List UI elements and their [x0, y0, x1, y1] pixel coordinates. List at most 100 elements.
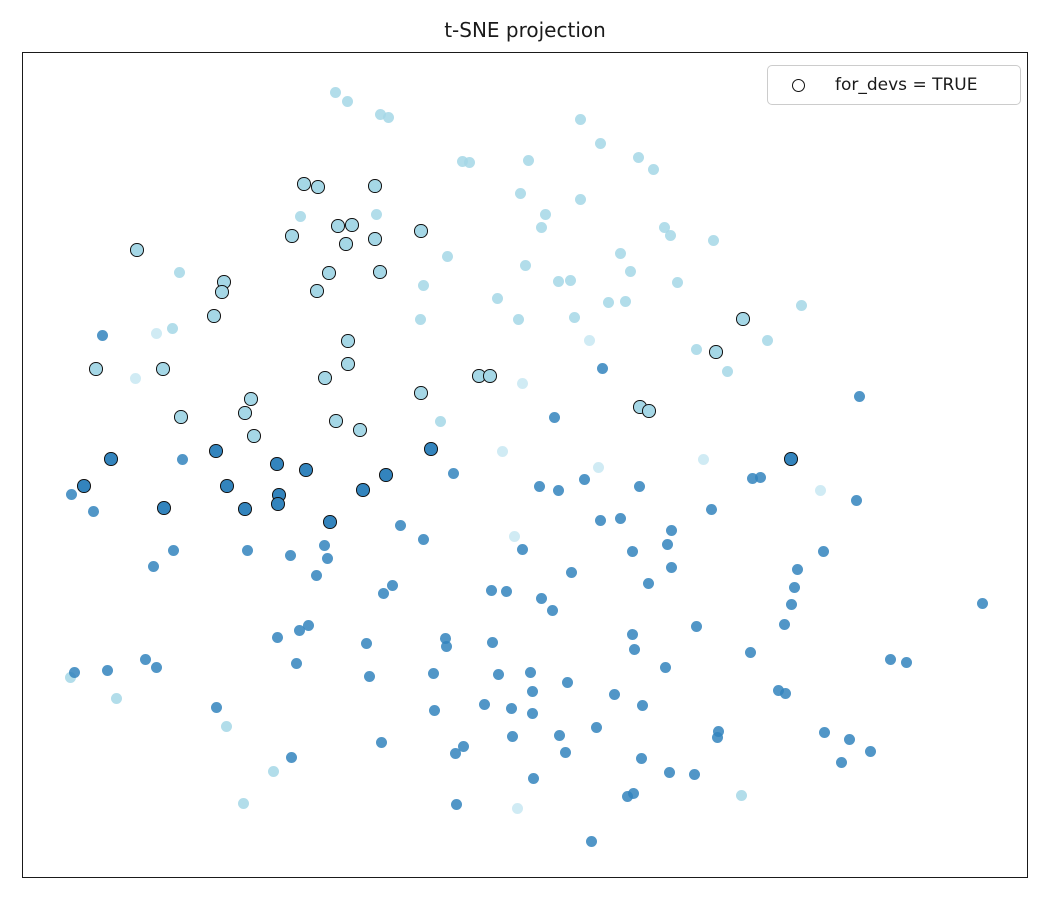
- scatter-point: [130, 243, 144, 257]
- scatter-point: [636, 699, 648, 711]
- scatter-point: [456, 155, 468, 167]
- scatter-point: [535, 592, 547, 604]
- scatter-point: [516, 543, 528, 555]
- scatter-point: [486, 636, 498, 648]
- scatter-point: [447, 467, 459, 479]
- scatter-point: [506, 730, 518, 742]
- scatter-point: [853, 390, 865, 402]
- scatter-point: [417, 533, 429, 545]
- scatter-point: [299, 463, 313, 477]
- scatter-point: [647, 163, 659, 175]
- scatter-point: [511, 802, 523, 814]
- scatter-point: [608, 688, 620, 700]
- scatter-point: [663, 766, 675, 778]
- scatter-point: [318, 371, 332, 385]
- scatter-point: [427, 667, 439, 679]
- legend: for_devs = TRUE: [767, 65, 1021, 105]
- scatter-point: [754, 471, 766, 483]
- scatter-point: [709, 345, 723, 359]
- scatter-point: [321, 552, 333, 564]
- scatter-point: [174, 410, 188, 424]
- scatter-point: [220, 720, 232, 732]
- scatter-point: [323, 515, 337, 529]
- scatter-point: [363, 670, 375, 682]
- scatter-point: [329, 86, 341, 98]
- scatter-point: [559, 746, 571, 758]
- scatter-point: [548, 411, 560, 423]
- scatter-point: [294, 210, 306, 222]
- scatter-point: [574, 193, 586, 205]
- scatter-point: [157, 501, 171, 515]
- scatter-point: [368, 232, 382, 246]
- scatter-point: [310, 284, 324, 298]
- scatter-point: [129, 372, 141, 384]
- scatter-point: [356, 483, 370, 497]
- scatter-point: [632, 151, 644, 163]
- scatter-point: [635, 752, 647, 764]
- scatter-point: [817, 545, 829, 557]
- scatter-point: [664, 229, 676, 241]
- scatter-point: [77, 479, 91, 493]
- scatter-point: [414, 386, 428, 400]
- scatter-point: [101, 664, 113, 676]
- scatter-point: [156, 362, 170, 376]
- scatter-point: [491, 292, 503, 304]
- scatter-point: [519, 259, 531, 271]
- scatter-point: [788, 581, 800, 593]
- scatter-point: [87, 505, 99, 517]
- scatter-point: [628, 643, 640, 655]
- scatter-point: [310, 569, 322, 581]
- scatter-point: [552, 275, 564, 287]
- scatter-point: [341, 357, 355, 371]
- scatter-point: [271, 631, 283, 643]
- scatter-point: [564, 274, 576, 286]
- scatter-point: [173, 266, 185, 278]
- scatter-point: [386, 579, 398, 591]
- scatter-point: [150, 327, 162, 339]
- scatter-point: [457, 740, 469, 752]
- scatter-point: [594, 514, 606, 526]
- scatter-point: [621, 790, 633, 802]
- scatter-point: [602, 296, 614, 308]
- scatter-point: [578, 473, 590, 485]
- scatter-point: [379, 468, 393, 482]
- scatter-point: [441, 250, 453, 262]
- scatter-point: [414, 313, 426, 325]
- scatter-point: [633, 480, 645, 492]
- scatter-point: [594, 137, 606, 149]
- scatter-point: [368, 179, 382, 193]
- scatter-point: [285, 751, 297, 763]
- scatter-point: [642, 404, 656, 418]
- scatter-point: [814, 484, 826, 496]
- scatter-point: [244, 392, 258, 406]
- scatter-point: [104, 452, 118, 466]
- scatter-point: [659, 661, 671, 673]
- scatter-point: [818, 726, 830, 738]
- scatter-point: [439, 632, 451, 644]
- scatter-point: [583, 334, 595, 346]
- scatter-point: [552, 484, 564, 496]
- scatter-point: [512, 313, 524, 325]
- scatter-point: [382, 111, 394, 123]
- scatter-point: [976, 597, 988, 609]
- scatter-point: [711, 731, 723, 743]
- scatter-point: [736, 312, 750, 326]
- scatter-point: [533, 480, 545, 492]
- scatter-point: [285, 229, 299, 243]
- scatter-point: [746, 472, 758, 484]
- scatter-point: [526, 707, 538, 719]
- scatter-point: [707, 234, 719, 246]
- scatter-point: [626, 628, 638, 640]
- scatter-point: [139, 653, 151, 665]
- scatter-point: [440, 640, 452, 652]
- scatter-point: [241, 544, 253, 556]
- scatter-point: [553, 729, 565, 741]
- scatter-point: [642, 577, 654, 589]
- scatter-point: [539, 208, 551, 220]
- scatter-point: [96, 329, 108, 341]
- scatter-point: [614, 512, 626, 524]
- scatter-point: [434, 415, 446, 427]
- scatter-point: [89, 362, 103, 376]
- scatter-point: [293, 624, 305, 636]
- scatter-point: [311, 180, 325, 194]
